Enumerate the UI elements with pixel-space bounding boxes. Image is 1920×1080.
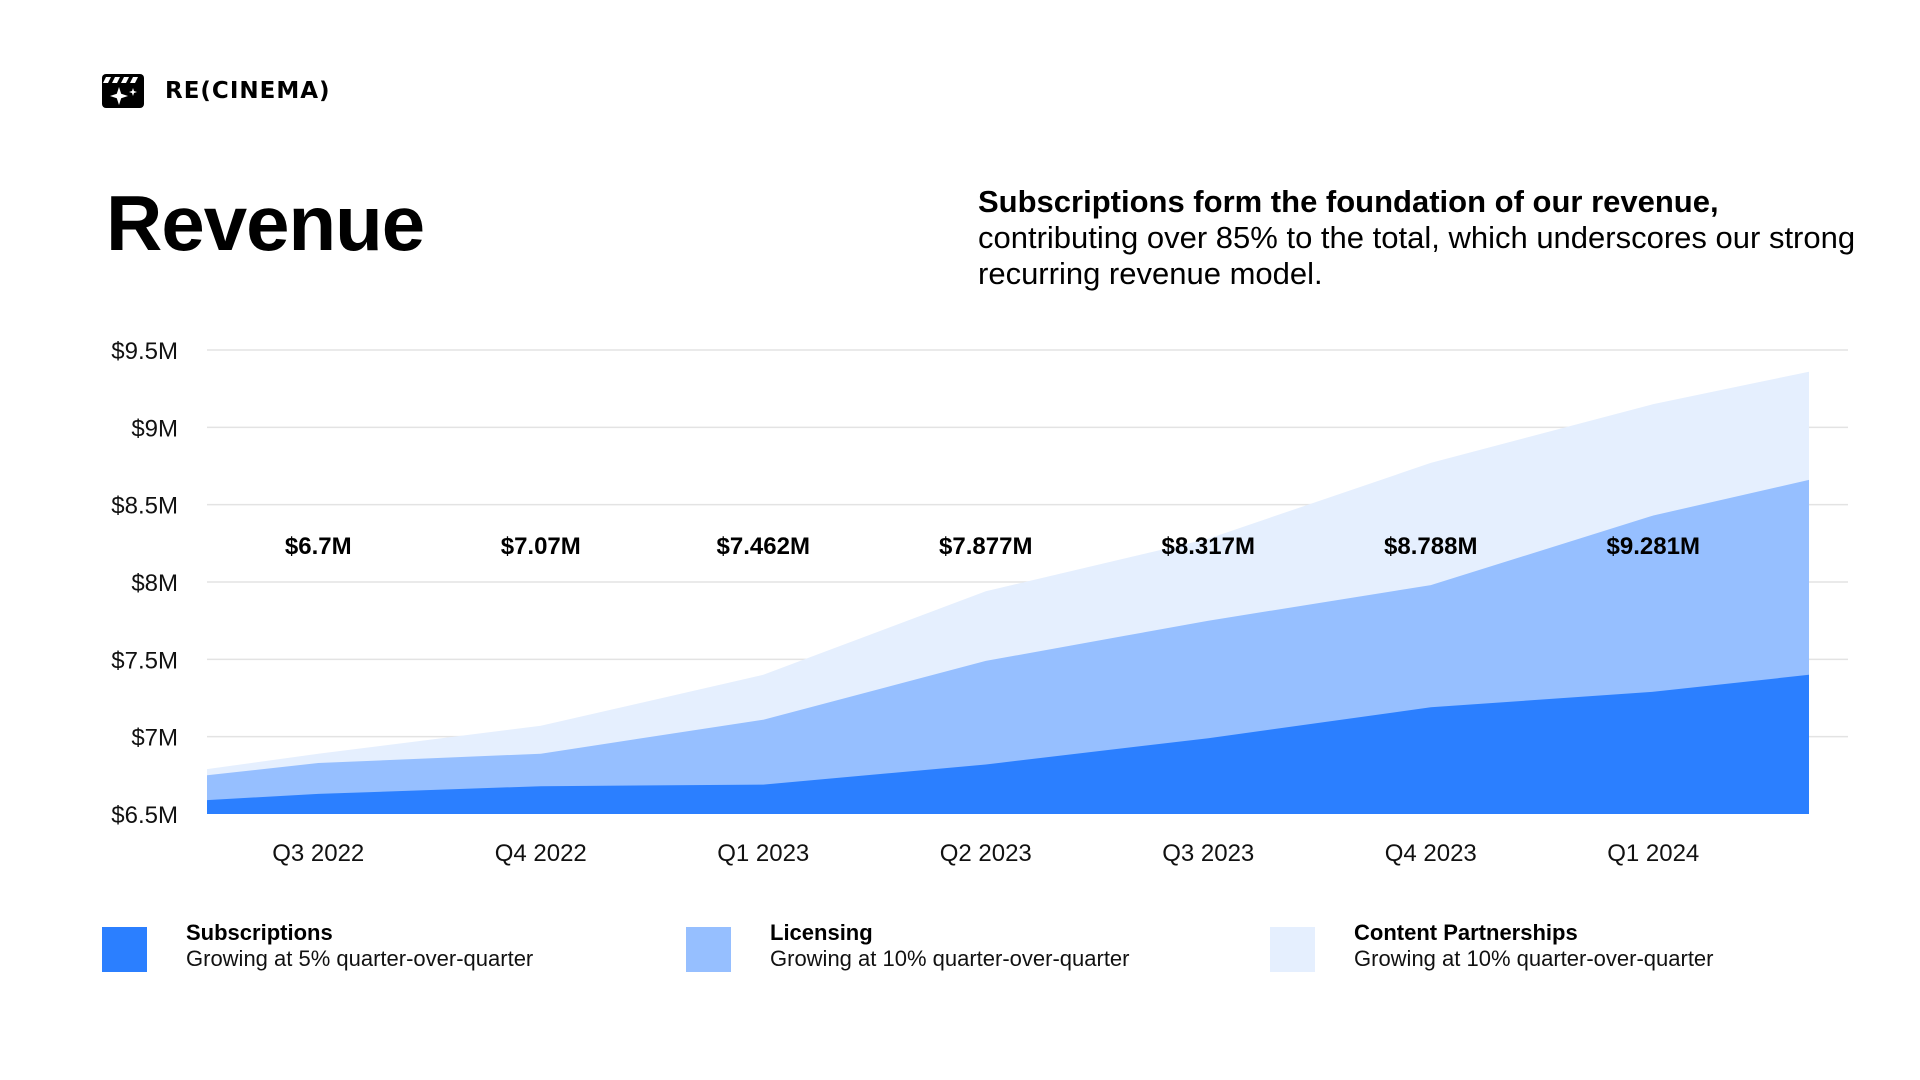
revenue-area-chart: $9.5M $9M $8.5M $8M $7.5M $7M $6.5M $6.7M $7.07M… xyxy=(111,338,1848,867)
x-tick-label: Q4 2023 xyxy=(1385,840,1477,867)
data-label: $8.788M xyxy=(1384,533,1477,560)
legend-item-content-partnerships: Content Partnerships Growing at 10% quar… xyxy=(1270,920,1714,972)
y-tick-label: $7M xyxy=(131,725,178,752)
legend-desc: Growing at 10% quarter-over-quarter xyxy=(770,946,1130,971)
data-label: $7.07M xyxy=(501,533,581,560)
x-tick-label: Q3 2023 xyxy=(1162,840,1254,867)
y-tick-label: $6.5M xyxy=(111,802,178,829)
data-label: $6.7M xyxy=(285,533,352,560)
x-tick-label: Q1 2023 xyxy=(717,840,809,867)
page-title: Revenue xyxy=(106,179,425,267)
x-tick-label: Q1 2024 xyxy=(1607,840,1699,867)
legend-item-licensing: Licensing Growing at 10% quarter-over-qu… xyxy=(686,920,1130,972)
summary-highlight: Subscriptions form the foundation of our… xyxy=(978,184,1719,219)
x-tick-label: Q4 2022 xyxy=(495,840,587,867)
brand-name: RE(CINEMA) xyxy=(165,78,331,104)
brand-logo: RE(CINEMA) xyxy=(102,73,331,109)
y-tick-label: $9M xyxy=(131,415,178,442)
legend-item-subscriptions: Subscriptions Growing at 5% quarter-over… xyxy=(102,920,533,972)
summary-body: contributing over 85% to the total, whic… xyxy=(978,220,1856,291)
legend-desc: Growing at 5% quarter-over-quarter xyxy=(186,946,534,971)
legend-swatch-subscriptions xyxy=(102,927,147,972)
data-label: $9.281M xyxy=(1607,533,1700,560)
chart-legend: Subscriptions Growing at 5% quarter-over… xyxy=(0,920,1920,1000)
clapperboard-sparkle-icon xyxy=(102,74,144,108)
data-label: $8.317M xyxy=(1162,533,1255,560)
y-tick-label: $7.5M xyxy=(111,647,178,674)
area-subscriptions xyxy=(207,674,1809,814)
y-tick-label: $8.5M xyxy=(111,493,178,520)
legend-name: Content Partnerships xyxy=(1354,920,1578,945)
legend-swatch-content-partnerships xyxy=(1270,927,1315,972)
data-label: $7.877M xyxy=(939,533,1032,560)
data-label: $7.462M xyxy=(717,533,810,560)
summary-text: Subscriptions form the foundation of our… xyxy=(978,184,1858,292)
legend-swatch-licensing xyxy=(686,927,731,972)
legend-desc: Growing at 10% quarter-over-quarter xyxy=(1354,946,1714,971)
legend-name: Licensing xyxy=(770,920,873,945)
y-tick-label: $9.5M xyxy=(111,338,178,365)
x-tick-label: Q3 2022 xyxy=(272,840,364,867)
legend-name: Subscriptions xyxy=(186,920,333,945)
x-tick-label: Q2 2023 xyxy=(940,840,1032,867)
y-tick-label: $8M xyxy=(131,570,178,597)
